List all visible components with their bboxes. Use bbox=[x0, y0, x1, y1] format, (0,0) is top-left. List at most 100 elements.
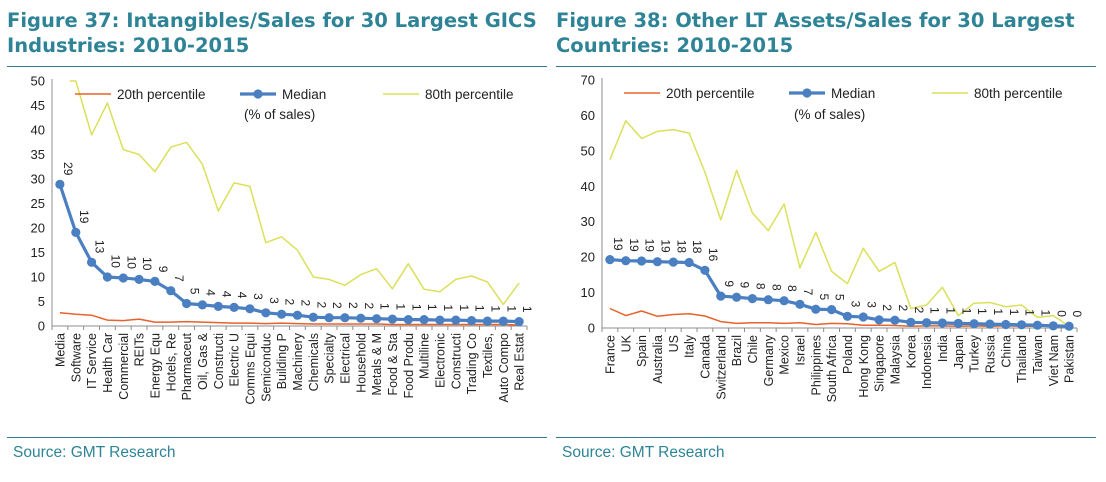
legend-entry: 20th percentile bbox=[624, 86, 755, 101]
figure-38-panel: Figure 38: Other LT Assets/Sales for 30 … bbox=[556, 0, 1096, 482]
median-data-label: 1 bbox=[409, 304, 423, 311]
x-category-label: Singapore bbox=[873, 335, 887, 392]
median-point bbox=[795, 299, 805, 309]
median-point bbox=[277, 309, 287, 319]
legend-marker bbox=[802, 88, 812, 98]
median-data-label: 7 bbox=[801, 289, 815, 296]
median-data-label: 10 bbox=[108, 255, 122, 269]
legend-label: Median bbox=[831, 86, 875, 101]
x-category-label: Thailand bbox=[1015, 335, 1029, 383]
x-category-label: Metals & M bbox=[370, 333, 384, 396]
title-rule bbox=[7, 66, 547, 67]
median-point bbox=[906, 317, 916, 327]
median-point bbox=[953, 318, 963, 328]
x-category-label: Chile bbox=[746, 335, 760, 364]
y-tick-label: 5 bbox=[38, 294, 45, 309]
median-point bbox=[292, 310, 302, 320]
median-point bbox=[700, 265, 710, 275]
median-data-label: 18 bbox=[674, 240, 688, 254]
median-data-label: 8 bbox=[753, 283, 767, 290]
median-data-label: 1 bbox=[959, 308, 973, 315]
median-point bbox=[1048, 321, 1058, 331]
legend-label: 20th percentile bbox=[666, 86, 755, 101]
median-data-label: 1 bbox=[1038, 310, 1052, 317]
median-data-label: 3 bbox=[864, 301, 878, 308]
x-category-label: Indonesia bbox=[920, 335, 934, 389]
x-category-label: Trading Co bbox=[465, 333, 479, 394]
x-category-label: Spain bbox=[635, 335, 649, 367]
median-point bbox=[1001, 319, 1011, 330]
median-data-label: 1 bbox=[975, 308, 989, 315]
median-data-label: 2 bbox=[362, 303, 376, 310]
median-point bbox=[150, 276, 160, 286]
median-data-label: 2 bbox=[880, 304, 894, 311]
x-category-label: Health Car bbox=[101, 333, 115, 393]
median-point bbox=[87, 257, 97, 267]
x-category-label: Turkey bbox=[968, 334, 982, 372]
units-note: (% of sales) bbox=[794, 107, 865, 122]
y-tick-label: 30 bbox=[581, 214, 595, 229]
y-tick-label: 10 bbox=[31, 270, 45, 285]
median-point bbox=[403, 315, 413, 325]
x-category-label: Electric U bbox=[228, 333, 242, 386]
median-point bbox=[969, 319, 979, 329]
x-category-label: India bbox=[936, 335, 950, 362]
source-rule bbox=[556, 437, 1096, 438]
legend-entry: Median bbox=[789, 86, 875, 101]
median-data-label: 1 bbox=[393, 303, 407, 310]
y-tick-label: 10 bbox=[581, 285, 595, 300]
x-category-label: Hong Kong bbox=[857, 335, 871, 398]
series-line-20th-percentile bbox=[59, 312, 520, 326]
x-category-label: Mexico bbox=[778, 335, 792, 375]
median-data-label: 9 bbox=[738, 282, 752, 289]
y-tick-label: 15 bbox=[31, 245, 45, 260]
median-point bbox=[498, 316, 508, 326]
x-category-label: Real Estat bbox=[513, 332, 527, 390]
y-tick-label: 20 bbox=[581, 250, 595, 265]
median-point bbox=[922, 318, 932, 328]
median-point bbox=[467, 316, 477, 326]
median-point bbox=[514, 317, 524, 327]
source-note: Source: GMT Research bbox=[562, 444, 725, 461]
median-data-label: 2 bbox=[283, 299, 297, 306]
median-point bbox=[134, 274, 144, 284]
median-point bbox=[652, 257, 662, 267]
median-data-label: 10 bbox=[140, 257, 154, 271]
x-category-label: China bbox=[999, 335, 1013, 368]
x-category-label: South Africa bbox=[825, 335, 839, 402]
median-data-label: 9 bbox=[156, 266, 170, 273]
median-data-label: 2 bbox=[330, 302, 344, 309]
median-point bbox=[621, 256, 631, 266]
median-data-label: 8 bbox=[785, 285, 799, 292]
x-category-label: Food Produ bbox=[402, 333, 416, 398]
legend-marker bbox=[253, 89, 263, 99]
median-data-label: 18 bbox=[690, 240, 704, 254]
median-point bbox=[340, 313, 350, 323]
x-category-label: Building P bbox=[275, 333, 289, 389]
x-category-label: Household bbox=[354, 333, 368, 393]
median-point bbox=[229, 302, 239, 312]
x-category-label: Electronic bbox=[433, 333, 447, 388]
x-category-label: Semiconduc bbox=[259, 333, 273, 402]
title-rule bbox=[556, 66, 1096, 67]
x-category-label: Malaysia bbox=[888, 335, 902, 384]
median-data-label: 1 bbox=[425, 304, 439, 311]
median-data-label: 2 bbox=[298, 300, 312, 307]
legend-entry: 20th percentile bbox=[75, 87, 206, 102]
median-data-label: 1 bbox=[378, 303, 392, 310]
median-data-label: 4 bbox=[235, 292, 249, 299]
median-point bbox=[245, 304, 255, 314]
x-category-label: UK bbox=[619, 334, 633, 352]
source-rule bbox=[7, 437, 547, 438]
y-tick-label: 40 bbox=[31, 123, 45, 138]
median-point bbox=[1032, 320, 1042, 330]
legend-label: 80th percentile bbox=[425, 87, 514, 102]
median-point bbox=[637, 256, 647, 266]
median-data-label: 10 bbox=[124, 256, 138, 270]
median-point bbox=[716, 291, 726, 301]
legend-entry: 80th percentile bbox=[932, 86, 1063, 101]
x-category-label: Philippines bbox=[809, 335, 823, 395]
x-category-label: Poland bbox=[841, 335, 855, 374]
median-point bbox=[937, 318, 947, 328]
median-data-label: 1 bbox=[928, 307, 942, 314]
